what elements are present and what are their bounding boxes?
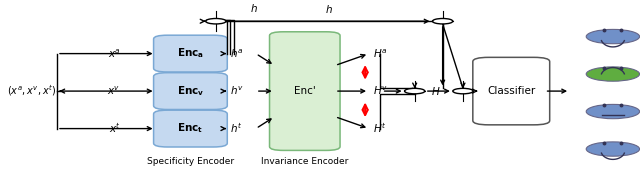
Text: $\mathbf{Enc_t}$: $\mathbf{Enc_t}$ [177, 122, 204, 135]
Circle shape [433, 18, 453, 24]
Text: $H^t$: $H^t$ [373, 122, 387, 135]
Circle shape [453, 88, 473, 94]
Text: $\mathbf{Enc_v}$: $\mathbf{Enc_v}$ [177, 84, 204, 98]
Circle shape [586, 142, 639, 156]
Text: $h$: $h$ [325, 3, 333, 15]
Text: $x^a$: $x^a$ [108, 47, 120, 60]
Text: $x^t$: $x^t$ [109, 122, 120, 135]
Text: Classifier: Classifier [487, 86, 536, 96]
Text: $(x^a, x^v, x^t)$: $(x^a, x^v, x^t)$ [7, 84, 56, 98]
Text: $h^a$: $h^a$ [230, 47, 244, 60]
Circle shape [586, 67, 639, 81]
Text: Invariance Encoder: Invariance Encoder [261, 157, 348, 166]
Text: $h^t$: $h^t$ [230, 122, 243, 135]
Text: $H$: $H$ [431, 85, 440, 97]
Text: $x^v$: $x^v$ [108, 85, 120, 97]
Circle shape [205, 18, 226, 24]
FancyBboxPatch shape [154, 73, 227, 110]
Text: $h^v$: $h^v$ [230, 85, 244, 97]
Text: $H^a$: $H^a$ [373, 47, 388, 60]
Circle shape [586, 29, 639, 44]
FancyBboxPatch shape [154, 110, 227, 147]
Circle shape [404, 88, 425, 94]
Text: Specificity Encoder: Specificity Encoder [147, 157, 234, 166]
Text: Enc': Enc' [294, 86, 316, 96]
FancyBboxPatch shape [269, 32, 340, 150]
FancyBboxPatch shape [473, 57, 550, 125]
Text: $H^v$: $H^v$ [373, 85, 388, 97]
Circle shape [586, 104, 639, 119]
Text: $\mathbf{Enc_a}$: $\mathbf{Enc_a}$ [177, 47, 204, 61]
Text: $h$: $h$ [250, 2, 258, 14]
FancyBboxPatch shape [154, 35, 227, 72]
